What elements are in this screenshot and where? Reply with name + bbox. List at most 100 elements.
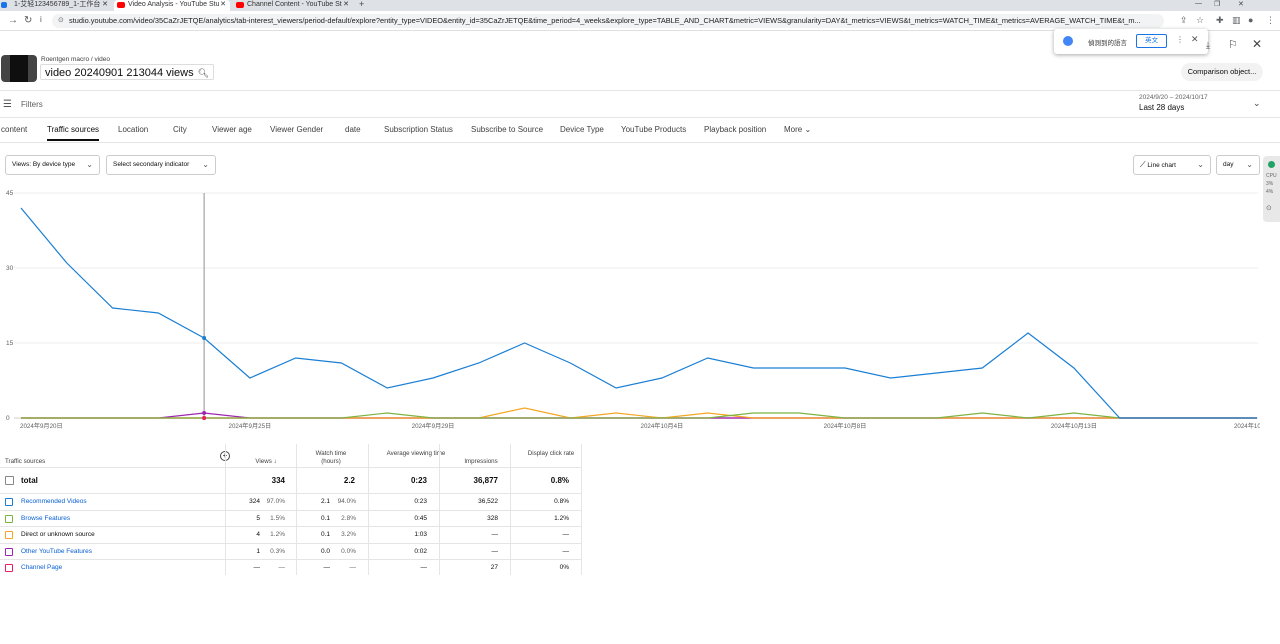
browser-tab-2[interactable]: Video Analysis - YouTube Stu ✕: [114, 0, 230, 11]
download-icon[interactable]: ⤓: [1206, 40, 1210, 50]
col-header-views[interactable]: Views ↓: [255, 458, 277, 465]
table-row[interactable]: Other YouTube Features 1 0.3% 0.0 0.0% 0:02 — —: [0, 542, 582, 560]
traffic-source-label[interactable]: Other YouTube Features: [21, 547, 92, 555]
traffic-source-label[interactable]: Browse Features: [21, 514, 71, 522]
search-icon[interactable]: 🔍︎: [197, 68, 210, 78]
info-icon[interactable]: i: [40, 15, 42, 24]
tab-more-label: More: [784, 125, 803, 134]
secondary-metric-dropdown[interactable]: Select secondary indicator ⌄: [106, 155, 216, 175]
browser-tab-bar: 1-艾轻123456789_1-工作台 ✕ Video Analysis - Y…: [0, 0, 1280, 11]
primary-metric-dropdown[interactable]: Views: By device type ⌄: [5, 155, 100, 175]
row-watch-time: 0.1: [320, 531, 330, 538]
row-views: 5: [256, 514, 260, 522]
youtube-favicon-icon: [117, 2, 125, 8]
site-info-icon[interactable]: ⊙: [58, 17, 64, 24]
browser-tab-1[interactable]: 1-艾轻123456789_1-工作台 ✕: [0, 0, 112, 11]
row-checkbox[interactable]: [5, 531, 13, 539]
total-checkbox[interactable]: [5, 476, 14, 485]
close-analytics-icon[interactable]: ✕: [1252, 37, 1263, 51]
close-tab-icon[interactable]: ✕: [343, 1, 349, 8]
period-label[interactable]: Last 28 days: [1139, 103, 1185, 112]
tab-subscribe-to-source[interactable]: Subscribe to Source: [471, 125, 544, 134]
video-selector[interactable]: video 20240901 213044 views 🔍︎: [40, 64, 215, 80]
col-header-ctr[interactable]: Display click rate: [527, 450, 575, 457]
share-icon[interactable]: ⇪: [1180, 15, 1188, 25]
minimize-window-icon[interactable]: —: [1195, 0, 1202, 7]
x-tick-label: 2024年10月17日: [1234, 422, 1260, 430]
table-row[interactable]: Direct or unknown source 4 1.2% 0.1 3.2% 1:03…: [0, 526, 582, 543]
browser-tab-3[interactable]: Channel Content - YouTube St ✕: [233, 0, 353, 11]
table-row[interactable]: Browse Features 5 1.5% 0.1 2.8% 0:45 328 1.2%: [0, 509, 582, 527]
restore-window-icon[interactable]: ❐: [1214, 1, 1221, 8]
filter-icon[interactable]: ☰: [3, 99, 12, 110]
table-total-row: total 334 2.2 0:23 36,877 0.8%: [0, 467, 582, 493]
y-tick-label: 45: [6, 190, 14, 197]
row-checkbox[interactable]: [5, 547, 13, 556]
col-header-watch-time[interactable]: Watch time (hours): [315, 450, 347, 465]
translate-language-button[interactable]: 英文: [1136, 34, 1167, 48]
secondary-metric-label: Select secondary indicator: [113, 161, 190, 168]
table-row[interactable]: Channel Page — — — — — 27 0%: [0, 559, 582, 576]
browser-menu-icon[interactable]: ⋮: [1266, 15, 1275, 25]
close-tab-icon[interactable]: ✕: [102, 1, 108, 8]
row-checkbox[interactable]: [5, 514, 13, 523]
row-ctr: —: [562, 547, 570, 555]
tab-device-type[interactable]: Device Type: [560, 125, 604, 134]
series-line: [21, 412, 1257, 419]
col-header-avg-view[interactable]: Average viewing time: [386, 450, 446, 457]
url-input[interactable]: ⊙ studio.youtube.com/video/35CaZrJETQE/a…: [52, 14, 1164, 28]
row-watch-time: 0.0: [320, 547, 330, 555]
x-tick-label: 2024年9月25日: [229, 422, 272, 430]
y-tick-label: 15: [6, 340, 14, 347]
col-header-impressions[interactable]: Impressions: [464, 458, 498, 465]
more-options-icon[interactable]: ⋮: [1176, 35, 1184, 44]
row-watch-pct: 94.0%: [337, 498, 356, 505]
comparison-object-button[interactable]: Comparison object...: [1181, 63, 1263, 81]
row-views-pct: 97.0%: [266, 498, 285, 505]
tab-viewer-age[interactable]: Viewer age: [212, 125, 252, 134]
filter-bar[interactable]: ☰ Filters: [0, 90, 1280, 118]
status-dot-icon: [1268, 161, 1275, 168]
tab-viewer-gender[interactable]: Viewer Gender: [270, 125, 324, 134]
chart-type-dropdown[interactable]: ⟋ Line chart ⌄: [1133, 155, 1211, 175]
video-thumbnail[interactable]: [1, 55, 37, 82]
chevron-down-icon[interactable]: ⌄: [1253, 98, 1261, 108]
close-window-icon[interactable]: ✕: [1238, 1, 1244, 8]
traffic-source-label[interactable]: Recommended Videos: [21, 498, 87, 505]
date-range[interactable]: 2024/9/20 – 2024/10/17: [1139, 94, 1208, 101]
tab-date[interactable]: date: [345, 125, 361, 134]
settings-icon[interactable]: ⊙: [1266, 205, 1272, 212]
new-tab-button[interactable]: +: [359, 0, 365, 9]
views-line-chart[interactable]: 0 15 30 45 2024年9月20日 2024年9月25日 2024年9月29日 20…: [0, 180, 1260, 442]
tab-more[interactable]: More ⌄: [784, 125, 811, 134]
tab-playback-position[interactable]: Playback position: [704, 125, 767, 134]
traffic-source-label[interactable]: Channel Page: [21, 564, 63, 571]
breadcrumb[interactable]: Roentgen macro / video: [41, 56, 111, 63]
total-impressions: 36,877: [473, 476, 498, 485]
row-checkbox[interactable]: [5, 498, 13, 506]
profile-avatar-icon[interactable]: ●: [1248, 15, 1254, 25]
tab-youtube-products[interactable]: YouTube Products: [621, 125, 687, 134]
tab-favicon-icon: [1, 2, 7, 8]
tab-traffic-sources[interactable]: Traffic sources: [47, 125, 100, 141]
tab-city[interactable]: City: [173, 125, 187, 134]
close-popup-icon[interactable]: ✕: [1191, 34, 1199, 44]
granularity-dropdown[interactable]: day ⌄: [1216, 155, 1260, 175]
tab-subscription-status[interactable]: Subscription Status: [384, 125, 453, 134]
tab-location[interactable]: Location: [118, 125, 149, 134]
total-avg-view: 0:23: [410, 476, 427, 485]
table-row[interactable]: Recommended Videos 324 97.0% 2.1 94.0% 0:23 36…: [0, 493, 582, 510]
tab-content[interactable]: content: [1, 125, 28, 134]
reload-icon[interactable]: ↻: [24, 15, 33, 26]
bookmark-star-icon[interactable]: ☆: [1196, 15, 1205, 25]
side-panel-icon[interactable]: ▥: [1232, 15, 1241, 25]
extensions-icon[interactable]: ✚: [1216, 15, 1224, 25]
forward-icon[interactable]: →: [8, 15, 18, 26]
feedback-icon[interactable]: ⚐: [1228, 39, 1238, 51]
primary-metric-label: Views: By device type: [12, 161, 76, 168]
close-tab-icon[interactable]: ✕: [220, 1, 226, 8]
filters-label[interactable]: Filters: [21, 100, 43, 109]
row-ctr: —: [562, 531, 570, 538]
side-monitor-panel[interactable]: CPU 3% 4% ⊙: [1263, 156, 1280, 222]
row-checkbox[interactable]: [5, 564, 13, 572]
